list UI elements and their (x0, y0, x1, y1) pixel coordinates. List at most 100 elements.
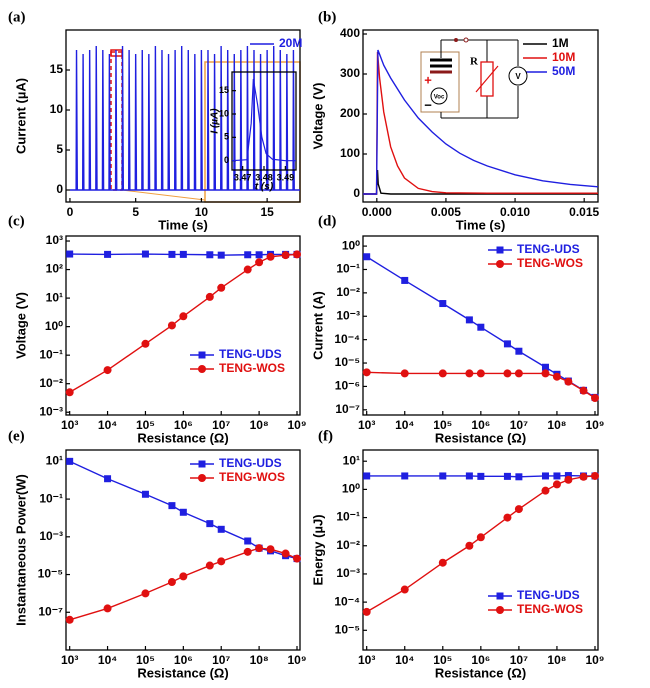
marker (141, 490, 149, 498)
panel-label: (f) (318, 428, 333, 444)
marker (564, 475, 573, 484)
x-tick-label: 0.015 (569, 205, 599, 219)
marker (362, 607, 371, 616)
legend-label: TENG-UDS (517, 588, 580, 602)
x-tick-label: 10⁴ (395, 418, 414, 432)
x-tick-label: 10⁸ (547, 418, 566, 432)
marker (553, 472, 561, 480)
x-tick-label: 10⁵ (433, 418, 452, 432)
y-tick-label: 0 (56, 182, 63, 196)
x-tick-label: 10⁸ (250, 653, 269, 667)
voltmeter (508, 66, 528, 86)
marker (266, 252, 275, 261)
marker (206, 251, 214, 259)
marker (205, 561, 214, 570)
marker (541, 472, 549, 480)
marker (476, 533, 485, 542)
marker (590, 471, 599, 480)
x-tick-label: 10⁷ (212, 653, 230, 667)
marker (255, 258, 264, 267)
y-tick-label: 10⁻¹ (336, 262, 360, 276)
marker (541, 363, 549, 371)
marker (438, 369, 447, 378)
legend-label: TENG-WOS (219, 470, 285, 484)
marker (141, 250, 149, 258)
marker (179, 508, 187, 516)
marker (465, 541, 474, 550)
y-tick-label: 10⁰ (342, 482, 360, 496)
y-tick-label: 300 (340, 66, 360, 80)
marker (552, 480, 561, 489)
y-tick-label: 10⁻⁵ (38, 567, 63, 581)
x-tick-label: 10³ (61, 418, 78, 432)
circuit-label: − (424, 97, 432, 112)
marker (401, 276, 409, 284)
panel-label: (a) (8, 9, 26, 25)
x-axis-label: Resistance (Ω) (435, 665, 526, 680)
y-axis-label: Instantaneous Power(W) (13, 474, 28, 626)
marker (439, 472, 447, 480)
x-tick-label: 0.010 (500, 205, 530, 219)
legend-label: TENG-WOS (219, 361, 285, 375)
x-tick-label: 10⁷ (510, 418, 528, 432)
y-tick-label: 10⁻³ (39, 529, 63, 543)
series-line (231, 78, 296, 162)
y-tick-label: 400 (340, 26, 360, 40)
plot-frame (65, 29, 301, 203)
marker (103, 366, 112, 375)
y-axis-label: Voltage (V) (310, 83, 325, 150)
series-line (69, 45, 300, 191)
marker (65, 388, 74, 397)
x-tick-label: 10³ (61, 653, 78, 667)
marker (217, 557, 226, 566)
x-tick-label: 3.48 (255, 172, 273, 182)
x-tick-label: 10⁷ (212, 418, 230, 432)
marker (515, 347, 523, 355)
marker (167, 321, 176, 330)
circuit-label: + (424, 72, 432, 87)
marker (363, 472, 371, 480)
y-tick-label: 10³ (46, 233, 63, 247)
marker (541, 369, 550, 378)
marker (217, 283, 226, 292)
marker (103, 604, 112, 613)
panel-label: (c) (8, 213, 25, 229)
x-tick-label: 5 (132, 205, 139, 219)
series-line (363, 49, 599, 195)
marker (292, 250, 301, 259)
y-tick-label: 10⁻² (336, 538, 360, 552)
circuit-diagram: R V Voc + − (420, 37, 528, 119)
y-tick-label: 10⁻⁴ (334, 594, 360, 608)
y-tick-label: 10¹ (46, 454, 63, 468)
marker (579, 386, 588, 395)
y-tick-label: 10⁻¹ (39, 491, 63, 505)
marker (244, 251, 252, 259)
y-tick-label: 10⁻¹ (39, 347, 63, 361)
x-axis-label: t (s) (255, 182, 274, 193)
y-tick-label: 10 (219, 108, 229, 118)
marker (281, 251, 290, 260)
marker (541, 486, 550, 495)
y-tick-label: 5 (224, 132, 229, 142)
y-tick-label: 10⁰ (45, 319, 63, 333)
marker (179, 250, 187, 258)
plot-frame (362, 29, 599, 203)
legend-label: TENG-WOS (517, 602, 583, 616)
x-tick-label: 10⁸ (547, 653, 566, 667)
legend-marker (496, 260, 504, 268)
marker (243, 265, 252, 274)
marker (66, 457, 74, 465)
legend-marker (496, 246, 504, 254)
y-tick-label: 10⁻² (336, 285, 360, 299)
y-tick-label: 10⁻³ (336, 308, 360, 322)
y-tick-label: 10¹ (343, 453, 360, 467)
circuit-label: Voc (434, 95, 445, 101)
circuit-label: V (515, 72, 521, 81)
y-tick-label: 10⁻⁶ (335, 379, 360, 393)
y-tick-label: 10⁻⁷ (335, 402, 360, 416)
legend-label: 10M (552, 50, 575, 64)
marker (503, 472, 511, 480)
marker (217, 251, 225, 259)
marker (438, 558, 447, 567)
x-tick-label: 10⁶ (471, 653, 490, 667)
